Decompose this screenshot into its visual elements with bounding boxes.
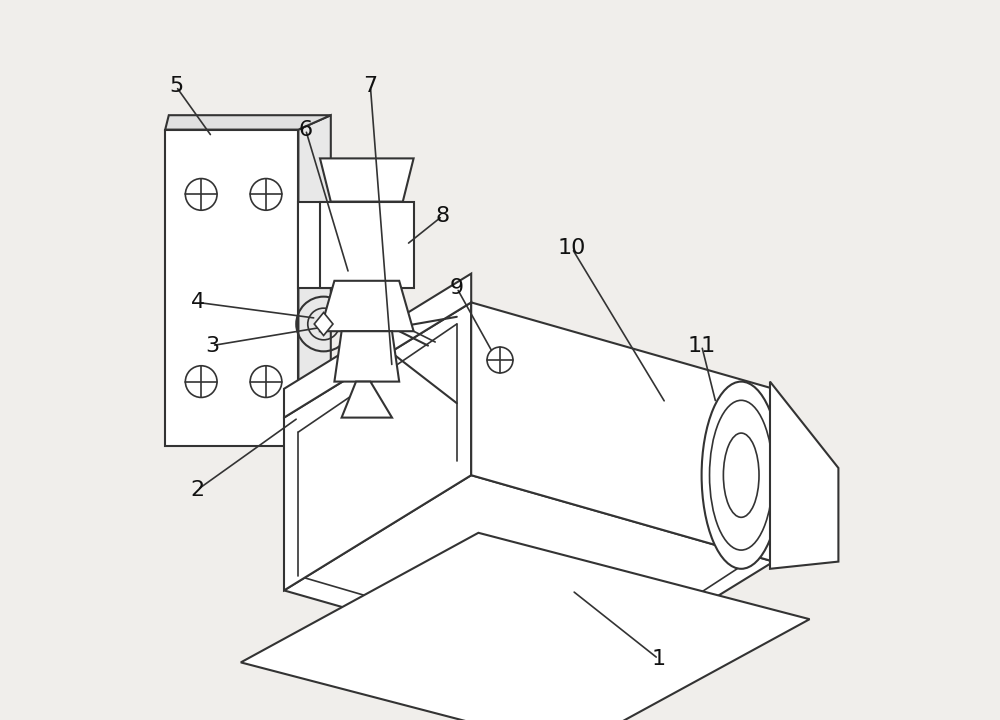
Text: 11: 11 [687,336,716,356]
Polygon shape [284,274,471,418]
Polygon shape [241,533,810,720]
Polygon shape [320,202,414,288]
Polygon shape [471,302,774,562]
Ellipse shape [723,433,759,518]
Ellipse shape [710,400,773,550]
Polygon shape [298,115,331,446]
Text: 8: 8 [435,206,449,226]
Text: 10: 10 [558,238,586,258]
Polygon shape [342,382,392,418]
Polygon shape [314,312,333,336]
Text: 3: 3 [205,336,219,356]
Text: 9: 9 [450,278,464,298]
Text: 4: 4 [191,292,205,312]
Ellipse shape [702,382,781,569]
Text: 5: 5 [169,76,183,96]
Polygon shape [165,115,331,130]
Text: 2: 2 [191,480,205,500]
Polygon shape [770,382,838,569]
Polygon shape [165,130,298,446]
Text: 6: 6 [299,120,313,140]
Polygon shape [298,202,356,288]
Polygon shape [334,331,399,382]
Polygon shape [320,158,414,202]
Text: 7: 7 [363,76,377,96]
Polygon shape [320,281,414,331]
Text: 1: 1 [651,649,665,669]
Polygon shape [284,475,774,677]
Polygon shape [284,302,471,590]
